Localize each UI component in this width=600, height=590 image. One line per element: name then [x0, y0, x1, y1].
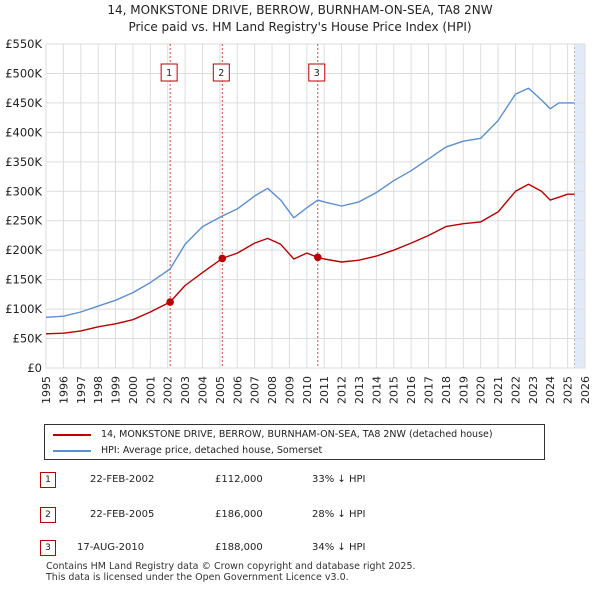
x-tick-label: 2009 — [283, 376, 296, 404]
sale-marker-label: 2 — [218, 68, 224, 79]
y-tick-label: £400K — [5, 125, 42, 139]
x-tick-label: 1996 — [57, 376, 70, 404]
x-tick-label: 2021 — [492, 376, 505, 404]
y-tick-label: £150K — [5, 273, 42, 287]
y-tick-label: £450K — [5, 96, 42, 110]
footer-copyright: Contains HM Land Registry data © Crown c… — [46, 561, 416, 572]
hpi-line — [45, 87, 575, 318]
sale-number-badge: 3 — [40, 540, 56, 556]
x-tick-label: 2017 — [423, 376, 436, 404]
x-tick-label: 2012 — [336, 376, 349, 404]
x-tick-label: 1999 — [110, 376, 123, 404]
sale-price: £188,000 — [215, 542, 263, 553]
x-tick-label: 1998 — [92, 376, 105, 404]
x-tick-label: 2024 — [544, 376, 557, 404]
x-tick-label: 2001 — [144, 376, 157, 404]
x-tick-label: 2013 — [353, 376, 366, 404]
x-tick-label: 2004 — [196, 376, 209, 404]
legend-property-label: 14, MONKSTONE DRIVE, BERROW, BURNHAM-ON-… — [101, 429, 493, 440]
y-tick-label: £200K — [5, 243, 42, 257]
sale-date: 22-FEB-2002 — [90, 474, 155, 485]
legend: 14, MONKSTONE DRIVE, BERROW, BURNHAM-ON-… — [44, 424, 545, 460]
sale-hpi-delta: 33% ↓ HPI — [312, 474, 366, 485]
sale-hpi-delta: 28% ↓ HPI — [312, 509, 366, 520]
sale-hpi-delta: 34% ↓ HPI — [312, 542, 366, 553]
x-tick-label: 1997 — [75, 376, 88, 404]
x-tick-label: 2016 — [405, 376, 418, 404]
footer: Contains HM Land Registry data © Crown c… — [46, 561, 416, 583]
x-tick-label: 1995 — [40, 376, 53, 404]
y-tick-label: £500K — [5, 66, 42, 80]
x-tick-label: 2023 — [527, 376, 540, 404]
sale-marker-box — [308, 63, 326, 82]
hpi-line-swatch — [53, 449, 91, 452]
x-tick-label: 2006 — [231, 376, 244, 404]
footer-licence: This data is licensed under the Open Gov… — [46, 572, 349, 583]
property-line-swatch — [53, 433, 91, 436]
y-tick-label: £350K — [5, 155, 42, 169]
y-tick-label: £300K — [5, 184, 42, 198]
x-tick-label: 2005 — [214, 376, 227, 404]
sale-date: 22-FEB-2005 — [90, 509, 155, 520]
y-tick-label: £50K — [13, 332, 43, 346]
sale-marker-box — [212, 63, 230, 82]
x-tick-label: 2018 — [440, 376, 453, 404]
legend-item-hpi: HPI: Average price, detached house, Some… — [53, 443, 322, 459]
sale-marker-box — [160, 63, 178, 82]
forecast-shade — [574, 44, 585, 368]
line-chart: £0 £50K £100K £150K £200K £250K £300K £350K £400… — [5, 37, 592, 404]
sale-number-badge: 2 — [40, 507, 56, 523]
sale-point — [218, 254, 227, 263]
x-tick-label: 2026 — [579, 376, 592, 404]
plot-area — [45, 43, 586, 369]
legend-item-property: 14, MONKSTONE DRIVE, BERROW, BURNHAM-ON-… — [53, 427, 493, 443]
sale-number-badge: 1 — [40, 472, 56, 488]
legend-hpi-label: HPI: Average price, detached house, Some… — [101, 445, 323, 456]
y-tick-label: £250K — [5, 214, 42, 228]
x-tick-label: 2002 — [162, 376, 175, 404]
x-tick-label: 2010 — [301, 376, 314, 404]
sale-point — [313, 253, 322, 262]
chart-subtitle: Price paid vs. HM Land Registry's House … — [128, 20, 472, 34]
y-tick-label: £550K — [5, 37, 42, 51]
x-tick-label: 2020 — [475, 376, 488, 404]
x-tick-label: 2007 — [249, 376, 262, 404]
sale-marker-label: 1 — [166, 68, 172, 79]
x-tick-label: 2014 — [370, 376, 383, 404]
sale-date: 17-AUG-2010 — [77, 542, 145, 553]
sale-marker-label: 3 — [314, 68, 320, 79]
x-tick-label: 2019 — [457, 376, 470, 404]
x-tick-label: 2025 — [562, 376, 575, 404]
y-tick-label: £0 — [27, 361, 42, 375]
x-tick-label: 2015 — [388, 376, 401, 404]
x-tick-label: 2008 — [266, 376, 279, 404]
sale-price: £112,000 — [215, 474, 263, 485]
x-tick-label: 2003 — [179, 376, 192, 404]
chart-title: 14, MONKSTONE DRIVE, BERROW, BURNHAM-ON-… — [107, 3, 493, 17]
sale-price: £186,000 — [215, 509, 263, 520]
x-tick-label: 2000 — [127, 376, 140, 404]
x-tick-label: 2022 — [509, 376, 522, 404]
sale-point — [166, 298, 174, 306]
x-tick-label: 2011 — [318, 376, 331, 404]
y-tick-label: £100K — [5, 302, 42, 316]
